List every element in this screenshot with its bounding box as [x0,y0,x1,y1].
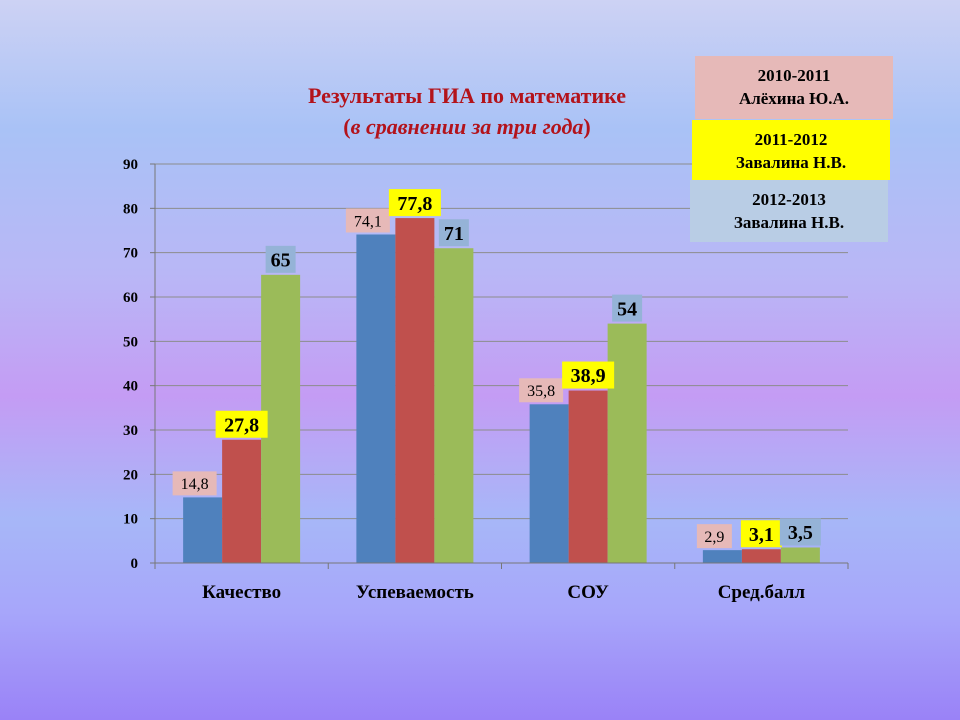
bar [183,497,223,563]
y-tick-label: 80 [123,201,138,217]
legend-label: Завалина Н.В. [734,213,844,232]
x-tick-label: Качество [202,582,281,603]
y-tick-label: 70 [123,246,138,262]
bar [568,390,608,563]
bar [529,404,569,563]
y-axis-ticks: 0 10 20 30 40 50 60 70 80 90 [123,157,155,572]
legend-label: 2011-2012 [755,130,828,149]
y-tick-label: 20 [123,467,138,483]
chart-title: Результаты ГИА по математике [308,83,626,108]
data-label-text: 27,8 [224,414,259,436]
data-label-text: 2,9 [704,529,724,546]
data-label-background [215,410,268,438]
legend: 2010-2011 Алёхина Ю.А. 2011-2012 Завалина Н… [690,56,893,242]
data-label-background [740,520,782,548]
data-label: 27,8 [215,410,268,438]
data-label-background [345,208,390,233]
legend-box [692,120,890,180]
y-tick-label: 60 [123,290,138,306]
bar [741,549,781,563]
data-label: 3,5 [779,518,821,546]
y-tick-label: 40 [123,379,138,395]
legend-label: Завалина Н.В. [736,153,846,172]
data-label-background [438,219,469,247]
data-label-background [562,361,615,389]
x-axis-ticks: Качество Успеваемость СОУ Сред.балл [202,582,805,603]
data-label-text: 54 [617,298,637,320]
data-label-text: 14,8 [181,476,209,493]
data-label-background [696,524,732,549]
data-label-background [519,378,564,403]
legend-box [690,180,888,242]
data-label: 2,9 [696,524,732,549]
data-label-background [265,245,296,273]
x-tick-label: Сред.балл [718,582,806,603]
y-tick-label: 10 [123,512,138,528]
legend-entry: 2010-2011 Алёхина Ю.А. [695,56,893,119]
bar [222,439,262,563]
bar [395,218,435,563]
chart-subtitle: (в сравнении за три года) [343,114,590,139]
chart-titles: Результаты ГИА по математике (в сравнени… [308,83,626,139]
data-label: 74,1 [345,208,390,233]
bar [434,248,474,563]
data-labels: 14,8 74,1 35,8 2,9 27,8 77,8 38,9 3,1 65 71 54 3,5 [172,189,821,549]
y-tick-label: 30 [123,423,138,439]
bar [356,234,396,564]
y-tick-label: 50 [123,334,138,350]
axes [154,164,849,569]
data-label: 3,1 [740,520,782,548]
data-label-text: 38,9 [571,365,606,387]
data-label: 65 [265,245,296,273]
data-label: 14,8 [172,471,217,496]
data-label: 38,9 [562,361,615,389]
data-label-text: 35,8 [527,383,555,400]
data-label-background [388,189,441,217]
data-label-background [612,294,643,322]
legend-entry: 2012-2013 Завалина Н.В. [690,180,888,242]
data-label-text: 74,1 [354,213,382,230]
data-label: 77,8 [388,189,441,217]
data-label-text: 71 [444,223,464,245]
bar [780,547,820,563]
data-label: 35,8 [519,378,564,403]
data-label-background [172,471,217,496]
data-label-text: 3,1 [749,524,774,546]
x-tick-label: СОУ [567,582,608,603]
y-tick-label: 0 [131,556,139,572]
legend-label: 2012-2013 [752,190,826,209]
legend-entry: 2011-2012 Завалина Н.В. [692,120,890,180]
data-label: 54 [612,294,643,322]
data-label-text: 77,8 [397,193,432,215]
data-label-background [779,518,821,546]
legend-box [695,56,893,119]
y-tick-label: 90 [123,157,138,173]
data-label-text: 65 [271,250,291,272]
x-tick-label: Успеваемость [356,582,474,603]
bar [607,323,647,563]
data-label: 71 [438,219,469,247]
legend-label: 2010-2011 [758,66,831,85]
legend-label: Алёхина Ю.А. [739,89,849,108]
bar [702,550,742,563]
data-label-text: 3,5 [788,522,813,544]
